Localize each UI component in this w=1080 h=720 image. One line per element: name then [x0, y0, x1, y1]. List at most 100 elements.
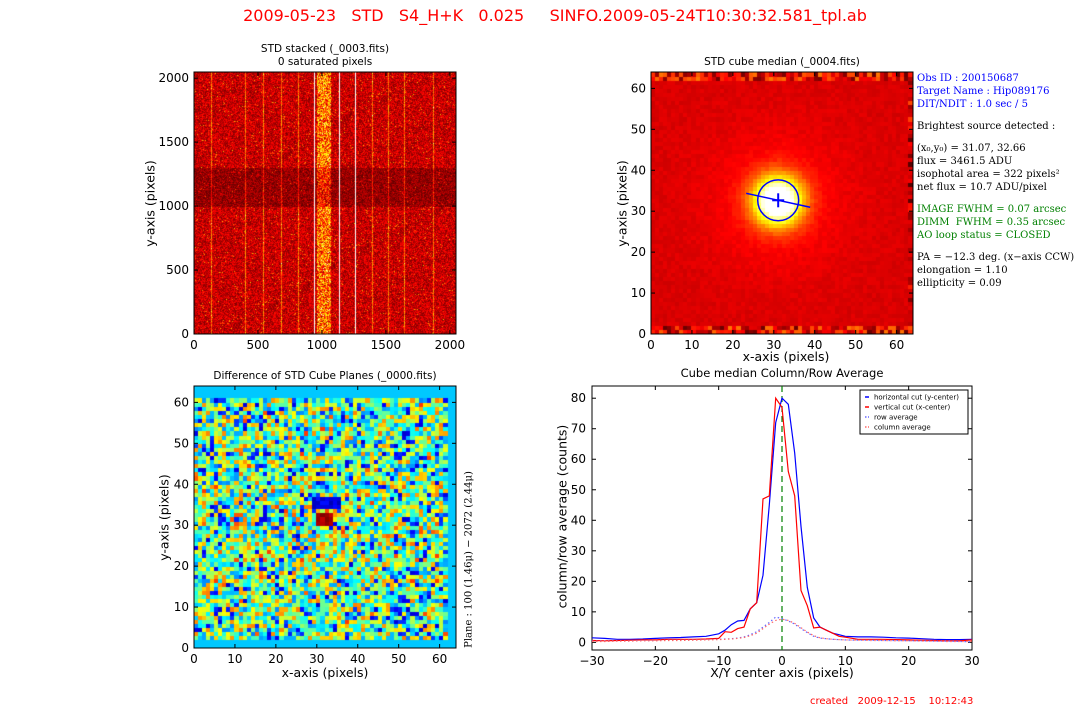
series-line-vertical-cut-x-center-: [591, 396, 973, 642]
x-tick-label: 10: [838, 654, 853, 668]
x-tick-label: 0: [647, 338, 655, 352]
shape-info-line: elongation = 1.10: [917, 265, 1008, 276]
legend-label: horizontal cut (y-center): [874, 394, 959, 402]
profile-title: Cube median Column/Row Average: [680, 366, 884, 380]
source-aperture-circle: [756, 179, 800, 222]
x-tick-label: 0: [778, 654, 786, 668]
x-tick-label: 20: [725, 338, 740, 352]
difference-ylabel: y-axis (pixels): [156, 474, 172, 561]
fwhm-info-line: IMAGE FWHM = 0.07 arcsec: [917, 204, 1067, 215]
legend: horizontal cut (y-center) vertical cut (x…: [859, 389, 969, 435]
cube-median-title: STD cube median (_0004.fits): [704, 56, 860, 68]
x-tick-label: 10: [227, 652, 242, 666]
x-tick-label: 50: [848, 338, 863, 352]
x-tick-label: 30: [309, 652, 324, 666]
cube-median-ylabel: y-axis (pixels): [614, 160, 630, 247]
y-tick-label: 10: [174, 600, 189, 614]
y-tick-label: 40: [571, 513, 586, 527]
difference-image: [194, 386, 456, 648]
source-stats: (x₀,y₀) = 31.07, 32.66 flux = 3461.5 ADU i…: [917, 142, 1074, 194]
stacked-ylabel: y-axis (pixels): [142, 160, 158, 247]
difference-xlabel: x-axis (pixels): [281, 665, 369, 680]
y-tick-label: 0: [181, 327, 189, 341]
x-tick-label: 60: [889, 338, 904, 352]
y-tick-label: 50: [174, 436, 189, 450]
obs-info: Obs ID : 200150687 Target Name : Hip08917…: [917, 72, 1074, 111]
y-tick-label: 10: [571, 605, 586, 619]
x-tick-label: 20: [268, 652, 283, 666]
y-tick-label: 80: [571, 391, 586, 405]
fwhm-info-line: AO loop status = CLOSED: [917, 230, 1051, 241]
y-tick-label: 40: [631, 163, 646, 177]
y-tick-label: 60: [571, 452, 586, 466]
stacked-image: [194, 72, 456, 334]
difference-title: Difference of STD Cube Planes (_0000.fit…: [213, 370, 437, 382]
x-tick-label: 50: [391, 652, 406, 666]
x-tick-label: −30: [579, 654, 604, 668]
source-stat-line: flux = 3461.5 ADU: [917, 156, 1013, 167]
source-stat-line: net flux = 10.7 ADU/pixel: [917, 182, 1047, 193]
shape-info-line: PA = −12.3 deg. (x−axis CCW): [917, 252, 1075, 263]
y-tick-label: 0: [638, 327, 646, 341]
y-tick-label: 2000: [158, 71, 189, 85]
x-tick-label: 30: [964, 654, 979, 668]
y-tick-label: 30: [631, 204, 646, 218]
stacked-axes: 0 500 1000 1500 2000 0 500 1000 1500 2000: [158, 71, 466, 352]
x-tick-label: 60: [432, 652, 447, 666]
main-title: 2009-05-23 STD S4_H+K 0.025 SINFO.2009-0…: [243, 6, 867, 25]
fwhm-info-line: DIMM FWHM = 0.35 arcsec: [917, 217, 1066, 228]
x-tick-label: 1000: [307, 338, 338, 352]
x-tick-label: 2000: [435, 338, 466, 352]
x-tick-label: 40: [807, 338, 822, 352]
y-tick-label: 40: [174, 477, 189, 491]
y-tick-label: 60: [174, 395, 189, 409]
x-tick-label: 0: [190, 338, 198, 352]
plot-frame: [193, 385, 457, 649]
x-tick-label: 0: [190, 652, 198, 666]
plot-frame: [193, 71, 457, 335]
fwhm-info: IMAGE FWHM = 0.07 arcsec DIMM FWHM = 0.35…: [917, 203, 1074, 242]
x-tick-label: 500: [247, 338, 270, 352]
profile-ylabel: column/row average (counts): [554, 424, 570, 609]
created-timestamp: created 2009-12-15 10:12:43: [810, 696, 974, 707]
cube-median-image: [651, 72, 913, 334]
y-tick-label: 20: [571, 574, 586, 588]
shape-info: PA = −12.3 deg. (x−axis CCW) elongation =…: [917, 251, 1074, 290]
y-tick-label: 500: [166, 263, 189, 277]
x-tick-label: −10: [706, 654, 731, 668]
cube-median-xlabel: x-axis (pixels): [742, 349, 830, 364]
legend-box: [859, 389, 969, 435]
plot-frame: [650, 71, 914, 335]
source-stat-line: isophotal area = 322 pixels²: [917, 169, 1060, 180]
y-tick-label: 0: [578, 635, 586, 649]
y-tick-label: 10: [631, 286, 646, 300]
legend-label: row average: [874, 414, 918, 422]
y-tick-label: 30: [174, 518, 189, 532]
obs-info-line: Obs ID : 200150687: [917, 73, 1019, 84]
obs-info-line: Target Name : Hip089176: [917, 86, 1050, 97]
series-line-horizontal-cut-y-center-: [591, 397, 973, 641]
info-panel: Obs ID : 200150687 Target Name : Hip08917…: [917, 72, 1074, 290]
x-tick-label: 10: [684, 338, 699, 352]
y-tick-label: 30: [571, 544, 586, 558]
y-tick-label: 20: [631, 245, 646, 259]
difference-axes: 0 10 20 30 40 50 60 0 10 20 30 40 50 60: [174, 385, 457, 666]
y-tick-label: 50: [571, 483, 586, 497]
y-tick-label: 50: [631, 122, 646, 136]
y-tick-label: 70: [571, 422, 586, 436]
source-heading: Brightest source detected :: [917, 120, 1074, 133]
profile-chart: −30 −20 −10 0 10 20 30 0 10 20 30 40 50 60 70 80 horizon…: [571, 385, 980, 668]
y-tick-label: 1000: [158, 199, 189, 213]
legend-label: vertical cut (x-center): [874, 404, 951, 412]
x-tick-label: 20: [901, 654, 916, 668]
source-heading-line: Brightest source detected :: [917, 121, 1056, 132]
series-line-column-average: [592, 618, 972, 643]
cube-median-axes: 0 10 20 30 40 50 60 0 10 20 30 40 50 60: [631, 71, 914, 352]
source-stat-line: (x₀,y₀) = 31.07, 32.66: [917, 143, 1026, 154]
x-tick-label: 40: [350, 652, 365, 666]
y-tick-label: 20: [174, 559, 189, 573]
y-tick-label: 0: [181, 641, 189, 655]
obs-info-line: DIT/NDIT : 1.0 sec / 5: [917, 99, 1028, 110]
stacked-title: STD stacked (_0003.fits) 0 saturated pix…: [260, 43, 390, 68]
shape-info-line: ellipticity = 0.09: [917, 278, 1002, 289]
